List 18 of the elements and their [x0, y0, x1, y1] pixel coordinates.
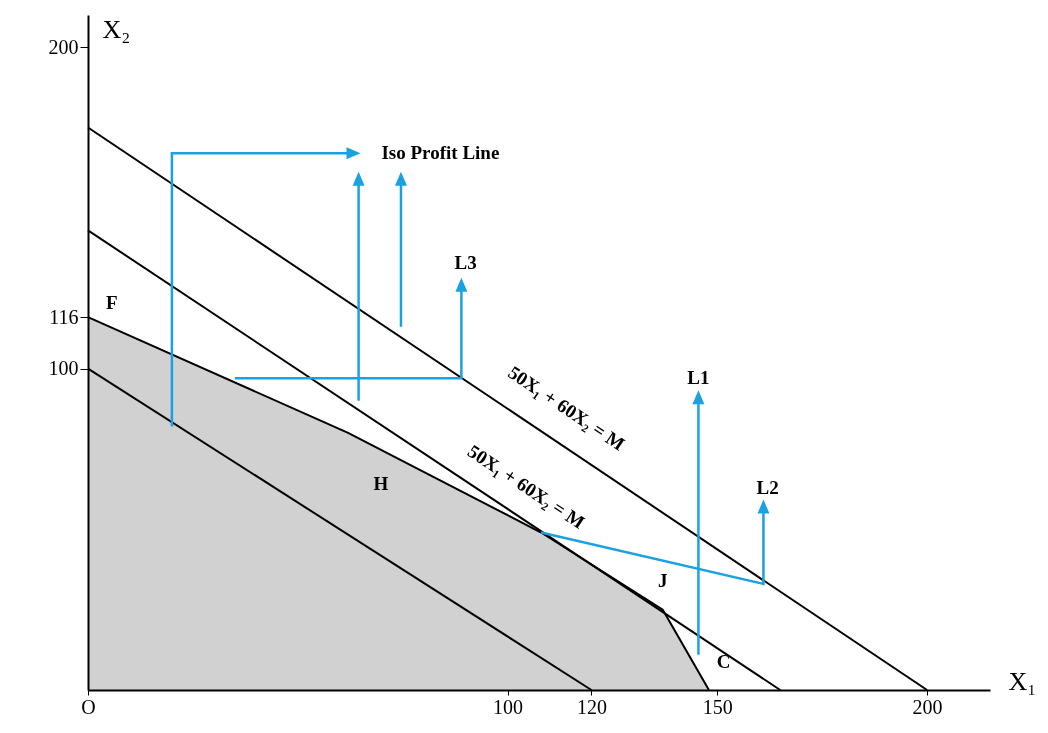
y-tick-label: 116: [49, 305, 79, 328]
annotation: F: [106, 291, 118, 313]
x-axis-title: X₁: [1008, 666, 1037, 696]
annotation: L1: [687, 367, 710, 389]
y-tick-label: 100: [48, 357, 79, 380]
annotation: H: [373, 473, 389, 495]
x-tick-label: 100: [493, 695, 524, 718]
x-tick-label: 120: [576, 695, 607, 718]
annotation: J: [658, 569, 668, 591]
x-tick-label: 150: [702, 695, 733, 718]
x-tick-label: O: [81, 695, 96, 718]
y-tick-label: 200: [48, 35, 79, 58]
annotation: L3: [454, 251, 477, 273]
annotation: L2: [756, 476, 779, 498]
annotation: Iso Profit Line: [381, 142, 500, 164]
x-tick-label: 200: [912, 695, 943, 718]
y-axis-title: X₂: [102, 14, 131, 44]
annotation: C: [716, 651, 731, 673]
